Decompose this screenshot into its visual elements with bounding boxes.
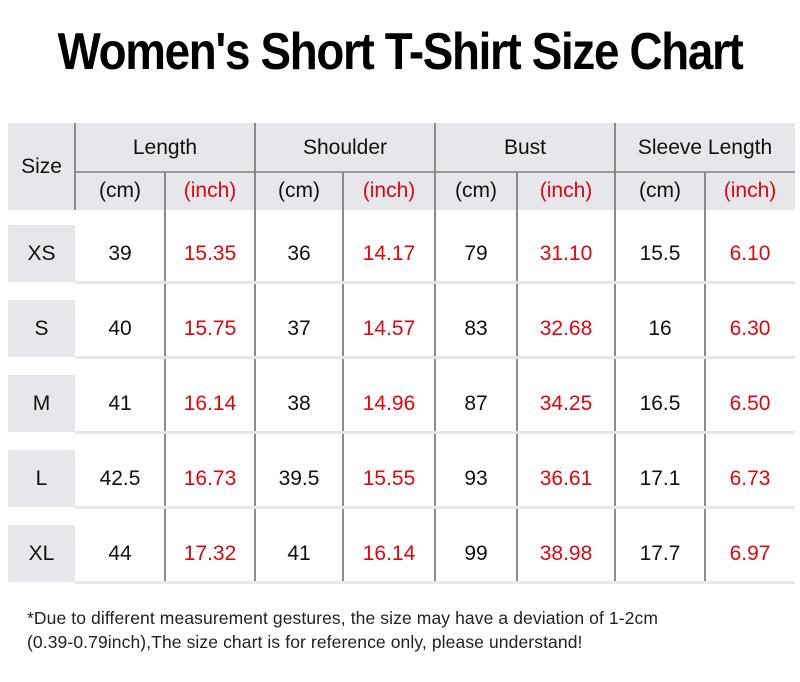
value-inch: 31.10	[539, 241, 593, 265]
size-label: M	[8, 375, 75, 432]
group-header-shoulder: Shoulder	[302, 135, 388, 159]
group-header-length: Length	[132, 135, 198, 159]
column-divider	[516, 172, 518, 582]
size-label: L	[8, 450, 75, 507]
unit-header-inch: (inch)	[362, 179, 416, 202]
value-inch: 34.25	[539, 391, 593, 415]
value-inch: 14.96	[362, 391, 416, 415]
value-cm: 39	[108, 241, 132, 265]
size-label: XS	[8, 225, 75, 282]
value-cm: 83	[464, 316, 488, 340]
size-label: XL	[8, 525, 75, 582]
value-cm: 40	[108, 316, 132, 340]
value-cm: 41	[287, 541, 311, 565]
disclaimer-line-1: *Due to different measurement gestures, …	[27, 608, 658, 628]
unit-header-cm: (cm)	[639, 179, 681, 202]
value-inch: 38.98	[539, 541, 593, 565]
row-divider	[75, 356, 795, 359]
row-divider	[75, 581, 795, 584]
row-divider	[75, 281, 795, 284]
group-header-bust: Bust	[503, 135, 547, 159]
disclaimer-note: *Due to different measurement gestures, …	[27, 606, 658, 654]
group-header-sleeve-length: Sleeve Length	[637, 135, 773, 159]
size-header: Size	[21, 154, 62, 178]
value-cm: 44	[108, 541, 132, 565]
unit-header-inch: (inch)	[539, 179, 593, 202]
row-divider	[75, 431, 795, 434]
value-inch: 6.73	[729, 466, 771, 490]
value-inch: 6.97	[729, 541, 771, 565]
value-cm: 16.5	[639, 391, 681, 415]
table-header	[8, 123, 795, 210]
column-divider	[74, 123, 76, 210]
value-cm: 36	[287, 241, 311, 265]
value-cm: 17.1	[639, 466, 681, 490]
size-label: S	[8, 300, 75, 357]
value-cm: 16	[648, 316, 672, 340]
unit-header-cm: (cm)	[99, 179, 141, 202]
value-inch: 32.68	[539, 316, 593, 340]
unit-header-cm: (cm)	[278, 179, 320, 202]
disclaimer-line-2: (0.39-0.79inch),The size chart is for re…	[27, 632, 583, 652]
value-inch: 6.30	[729, 316, 771, 340]
value-inch: 16.14	[362, 541, 416, 565]
value-inch: 14.17	[362, 241, 416, 265]
column-divider	[614, 123, 616, 582]
column-divider	[342, 172, 344, 582]
value-cm: 99	[464, 541, 488, 565]
row-divider	[75, 506, 795, 509]
column-divider	[704, 172, 706, 582]
value-cm: 15.5	[639, 241, 681, 265]
unit-header-cm: (cm)	[455, 179, 497, 202]
value-cm: 87	[464, 391, 488, 415]
value-cm: 93	[464, 466, 488, 490]
unit-header-inch: (inch)	[723, 179, 777, 202]
value-inch: 16.14	[183, 391, 237, 415]
value-inch: 16.73	[183, 466, 237, 490]
value-cm: 42.5	[99, 466, 141, 490]
column-divider	[254, 123, 256, 582]
value-cm: 39.5	[278, 466, 320, 490]
unit-header-inch: (inch)	[183, 179, 237, 202]
value-inch: 14.57	[362, 316, 416, 340]
value-inch: 15.35	[183, 241, 237, 265]
value-inch: 15.75	[183, 316, 237, 340]
value-cm: 17.7	[639, 541, 681, 565]
value-cm: 41	[108, 391, 132, 415]
value-cm: 38	[287, 391, 311, 415]
value-inch: 17.32	[183, 541, 237, 565]
value-cm: 37	[287, 316, 311, 340]
page-title: Women's Short T-Shirt Size Chart	[57, 23, 744, 81]
value-inch: 36.61	[539, 466, 593, 490]
value-cm: 79	[464, 241, 488, 265]
value-inch: 6.10	[729, 241, 771, 265]
value-inch: 15.55	[362, 466, 416, 490]
column-divider	[434, 123, 436, 582]
value-inch: 6.50	[729, 391, 771, 415]
column-divider	[164, 172, 166, 582]
